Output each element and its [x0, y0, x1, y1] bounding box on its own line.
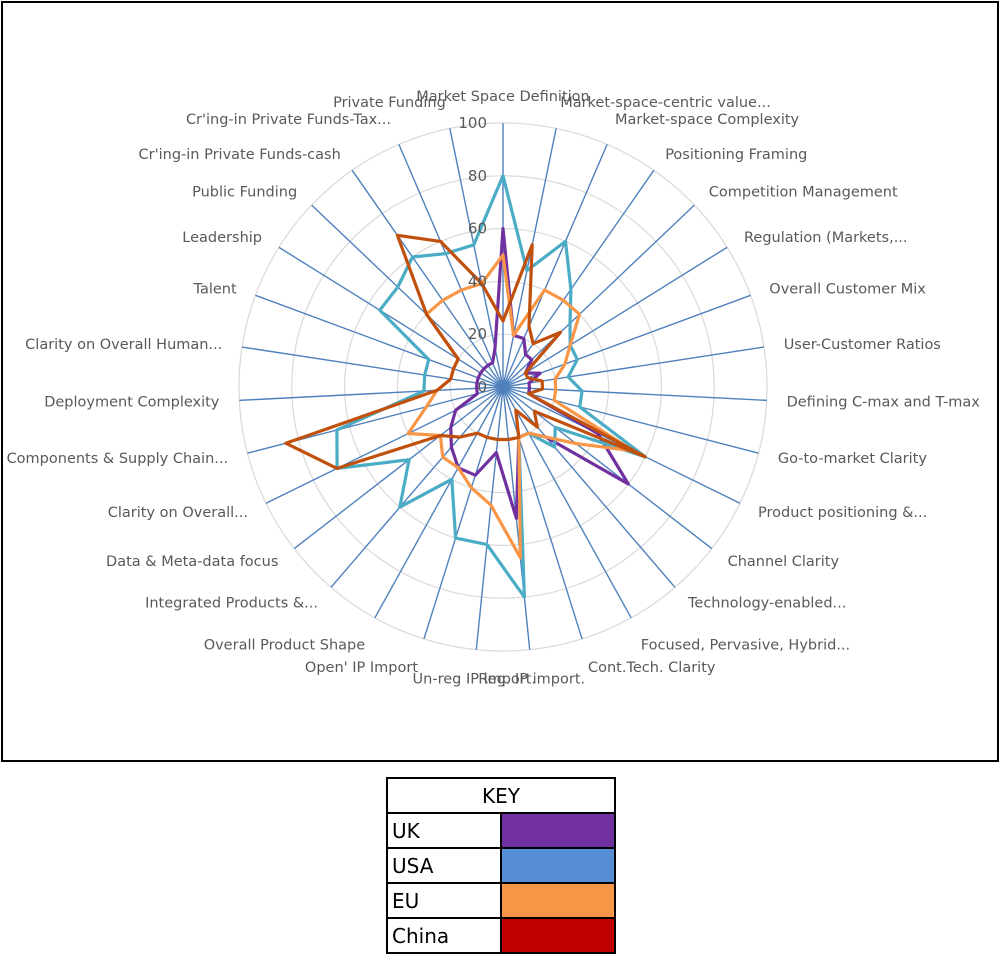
category-label: Technology-enabled... [687, 596, 846, 612]
legend-row-eu: EU [386, 882, 616, 919]
legend-row-china: China [386, 917, 616, 954]
category-label: Market-space-centric value... [560, 95, 771, 111]
category-label: Data & Meta-data focus [106, 554, 278, 570]
tick-label: 100 [458, 114, 487, 132]
chart-frame: 0 20 40 60 80 100 Market Space Definition Marke… [1, 1, 999, 762]
radar-spoke [241, 346, 504, 388]
legend-label-uk: UK [386, 812, 502, 849]
radar-spoke [502, 246, 728, 388]
legend-swatch-uk [500, 812, 616, 849]
tick-label: 0 [477, 378, 487, 396]
radar-spoke [293, 386, 504, 550]
legend-row-uk: UK [386, 812, 616, 849]
category-label: Components & Supply Chain... [7, 451, 229, 467]
legend-swatch-china [500, 917, 616, 954]
radar-spoke [330, 386, 504, 588]
radar-spoke [502, 386, 759, 454]
series-line-uk [449, 227, 630, 520]
category-label: Competition Management [709, 184, 898, 200]
category-label: Open' IP Import [305, 660, 418, 676]
category-label: Cr'ing-in Private Funds-cash [139, 147, 341, 163]
radar-spoke [502, 169, 655, 388]
category-label: Integrated Products &... [145, 596, 318, 612]
tick-label: 20 [468, 325, 487, 343]
radar-spoke [311, 204, 504, 388]
tick-label: 60 [468, 220, 487, 238]
series-line-usa [335, 174, 647, 599]
radar-spoke [475, 386, 504, 650]
category-label: Market-space Complexity [615, 112, 800, 128]
radar-spoke [278, 246, 504, 388]
category-label: Product positioning &... [758, 505, 927, 521]
radar-spoke [502, 386, 676, 588]
category-label: Regulation (Markets,... [744, 230, 908, 246]
radar-spoke [502, 386, 583, 640]
legend-label-china: China [386, 917, 502, 954]
radar-spoke [502, 346, 765, 388]
category-label: Talent [193, 281, 237, 297]
radar-spoke [502, 128, 557, 388]
legend-label-eu: EU [386, 882, 502, 919]
category-label: Channel Clarity [728, 554, 840, 570]
category-label: Go-to-market Clarity [778, 451, 927, 467]
legend-title: KEY [386, 777, 616, 814]
radar-spoke [265, 386, 504, 504]
legend-table: KEY UK USA EU China [386, 777, 616, 954]
category-label: Clarity on Overall... [108, 505, 248, 521]
category-label: Cont.Tech. Clarity [588, 660, 716, 676]
category-label: Deployment Complexity [44, 394, 220, 410]
radar-spoke [502, 204, 695, 388]
category-label: Positioning Framing [665, 147, 807, 163]
series-line-china [284, 233, 647, 470]
category-label: Overall Customer Mix [769, 281, 926, 297]
category-label: Private Funding [333, 95, 446, 111]
legend-label-usa: USA [386, 847, 502, 884]
radar-spoke [502, 294, 751, 388]
radar-spoke [502, 386, 767, 402]
category-label: Cr'ing-in Private Funds-Tax... [186, 112, 391, 128]
category-label: Un-reg IP import. [413, 672, 537, 688]
legend-row-usa: USA [386, 847, 616, 884]
category-label: Reg. IP import. [478, 672, 585, 688]
category-label: Leadership [182, 230, 262, 246]
legend-swatch-eu [500, 882, 616, 919]
category-label: Public Funding [192, 184, 297, 200]
radar-spoke [423, 386, 504, 640]
category-label: Defining C-max and T-max [787, 394, 981, 410]
radar-spoke [398, 144, 504, 388]
radar-spoke [374, 386, 504, 619]
radar-spoke [351, 169, 504, 388]
tick-label: 40 [468, 272, 487, 290]
radar-spoke [239, 386, 504, 402]
tick-label: 80 [468, 167, 487, 185]
category-label: User-Customer Ratios [784, 337, 941, 353]
legend-swatch-usa [500, 847, 616, 884]
legend-header-row: KEY [386, 777, 616, 814]
category-label: Overall Product Shape [204, 637, 366, 653]
category-label: Clarity on Overall Human... [25, 337, 222, 353]
radar-spoke [502, 144, 608, 388]
category-label: Market Space Definition [416, 89, 589, 105]
category-label: Focused, Pervasive, Hybrid... [641, 637, 850, 653]
radar-spoke [502, 386, 632, 619]
radar-spoke [255, 294, 504, 388]
